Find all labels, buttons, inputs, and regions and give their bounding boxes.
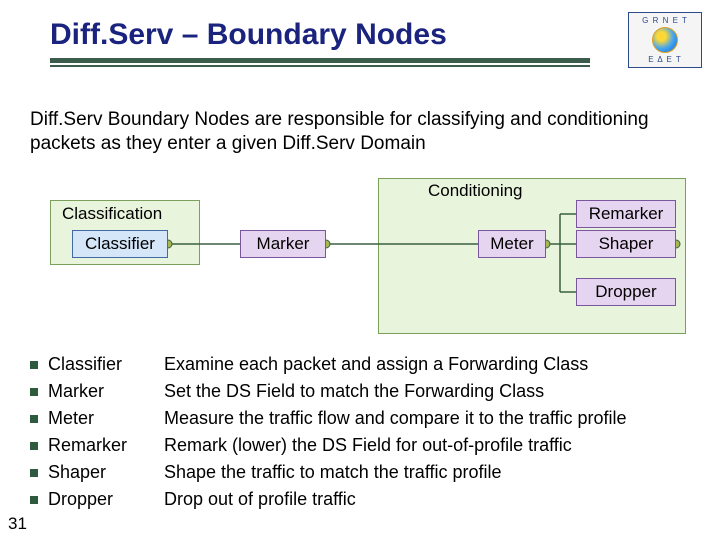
- dropper-node: Dropper: [576, 278, 676, 306]
- logo-bottom-text: Ε Δ Ε Τ: [629, 55, 701, 64]
- remarker-node: Remarker: [576, 200, 676, 228]
- title-underline-thin: [50, 65, 590, 67]
- title-underline: [50, 58, 590, 63]
- flow-diagram: Classification Conditioning Classifier M…: [30, 178, 690, 336]
- shaper-node: Shaper: [576, 230, 676, 258]
- classification-label: Classification: [60, 204, 164, 224]
- page-title: Diff.Serv – Boundary Nodes: [50, 18, 620, 52]
- bullet-icon: [30, 361, 38, 369]
- bullet-icon: [30, 496, 38, 504]
- marker-node: Marker: [240, 230, 326, 258]
- definition-row: ShaperShape the traffic to match the tra…: [30, 462, 690, 483]
- definition-row: MeterMeasure the traffic flow and compar…: [30, 408, 690, 429]
- slide-number: 31: [8, 514, 27, 534]
- definition-desc: Drop out of profile traffic: [164, 489, 690, 510]
- grnet-logo: G R N E T Ε Δ Ε Τ: [628, 12, 702, 68]
- globe-icon: [652, 27, 678, 53]
- bullet-icon: [30, 415, 38, 423]
- definition-term: Marker: [48, 381, 164, 402]
- bullet-icon: [30, 388, 38, 396]
- classifier-node: Classifier: [72, 230, 168, 258]
- definition-desc: Set the DS Field to match the Forwarding…: [164, 381, 690, 402]
- definition-term: Classifier: [48, 354, 164, 375]
- definition-term: Dropper: [48, 489, 164, 510]
- definition-desc: Shape the traffic to match the traffic p…: [164, 462, 690, 483]
- definition-term: Shaper: [48, 462, 164, 483]
- definition-term: Remarker: [48, 435, 164, 456]
- definition-desc: Measure the traffic flow and compare it …: [164, 408, 690, 429]
- definition-term: Meter: [48, 408, 164, 429]
- definition-row: MarkerSet the DS Field to match the Forw…: [30, 381, 690, 402]
- definition-desc: Remark (lower) the DS Field for out-of-p…: [164, 435, 690, 456]
- definition-row: ClassifierExamine each packet and assign…: [30, 354, 690, 375]
- intro-text: Diff.Serv Boundary Nodes are responsible…: [30, 108, 680, 157]
- bullet-icon: [30, 442, 38, 450]
- definition-row: RemarkerRemark (lower) the DS Field for …: [30, 435, 690, 456]
- definition-row: DropperDrop out of profile traffic: [30, 489, 690, 510]
- definition-desc: Examine each packet and assign a Forward…: [164, 354, 690, 375]
- conditioning-label: Conditioning: [426, 181, 525, 201]
- logo-top-text: G R N E T: [629, 16, 701, 25]
- definitions-list: ClassifierExamine each packet and assign…: [30, 354, 690, 516]
- meter-node: Meter: [478, 230, 546, 258]
- bullet-icon: [30, 469, 38, 477]
